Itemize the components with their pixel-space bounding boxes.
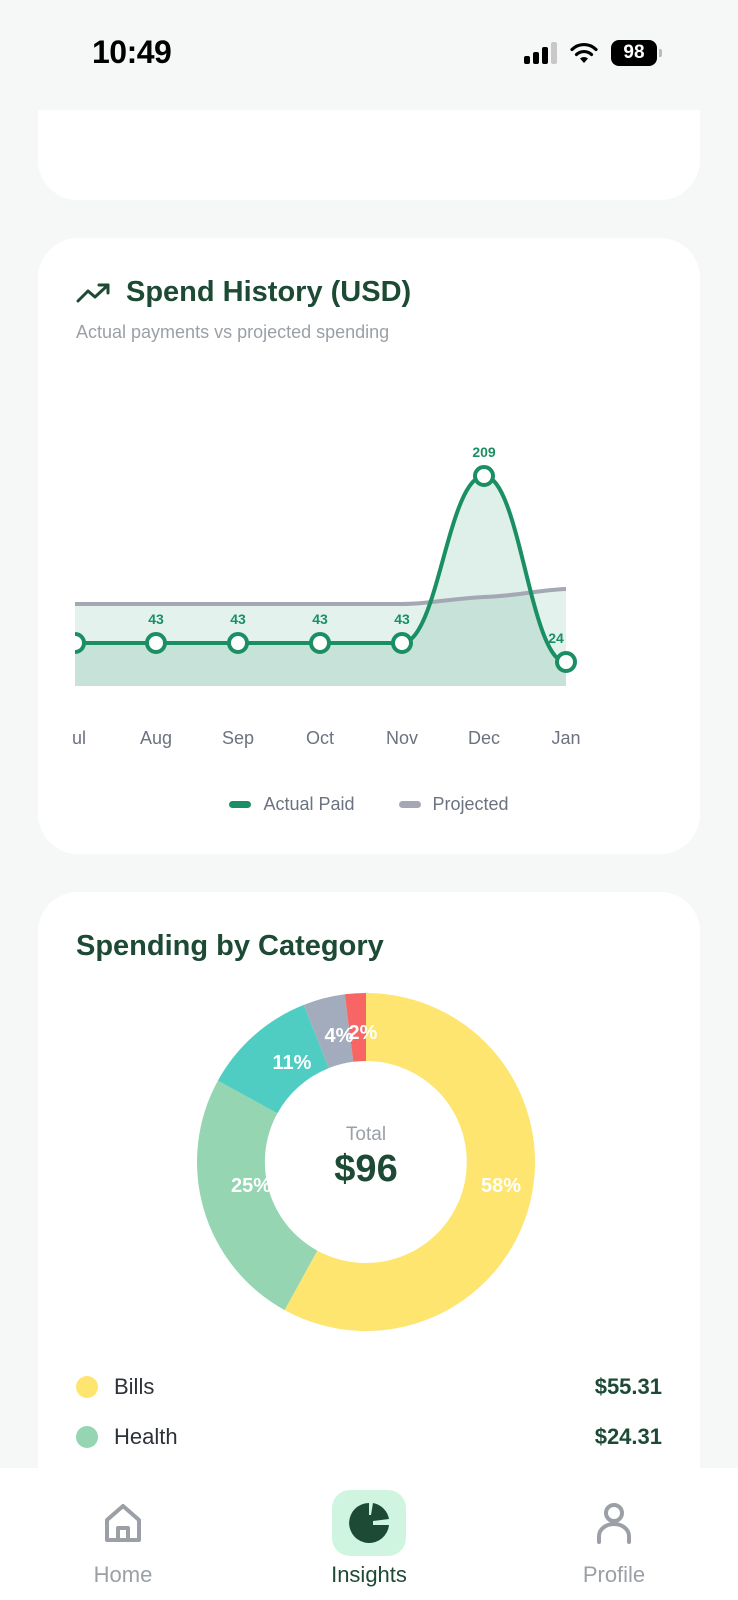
spend-history-header: Spend History (USD) [76,276,411,309]
slice-label-red: 2% [349,1022,378,1044]
slice-label-teal: 11% [273,1052,312,1074]
tab-insights[interactable]: Insights [309,1468,429,1588]
data-label-sep: 43 [230,611,246,627]
data-label-dec: 209 [472,444,496,460]
donut-center: Total $96 [196,992,536,1332]
total-value: $96 [334,1147,398,1190]
category-amount: $55.31 [594,1374,662,1399]
battery-level: 98 [611,40,657,66]
x-tick-nov: Nov [385,728,419,748]
pie-chart-icon [349,1503,389,1543]
tab-profile[interactable]: Profile [554,1468,674,1588]
category-title: Spending by Category [76,930,384,962]
category-name: Health [114,1424,178,1449]
x-tick-sep: Sep [221,728,255,748]
data-label-aug: 43 [148,611,164,627]
slice-red[interactable] [344,992,366,1062]
x-tick-oct: Oct [305,728,335,748]
data-label-nov: 43 [394,611,410,627]
wifi-icon [570,42,598,63]
trending-up-icon [76,283,110,302]
slice-label-bills: 58% [481,1175,521,1197]
data-point-jul[interactable] [66,632,86,654]
category-amount: $24.31 [594,1424,662,1449]
data-point-jan[interactable] [555,651,577,673]
total-label: Total [345,1123,387,1145]
legend-swatch-projected [398,801,421,808]
legend-actual-paid[interactable]: Actual Paid [229,794,355,815]
category-row-bills[interactable]: Bills $55.31 [76,1362,662,1412]
category-row-health[interactable]: Health $24.31 [76,1412,662,1462]
spend-history-chart[interactable]: 43 43 43 43 209 24 [38,238,700,718]
tab-home-label: Home [93,1562,153,1587]
category-dot [76,1376,98,1398]
tab-profile-label: Profile [582,1562,646,1587]
chart-legend: Actual Paid Projected [38,794,700,815]
spend-history-subtitle: Actual payments vs projected spending [76,322,390,342]
slice-bills[interactable] [284,993,536,1332]
bottom-tab-bar: Home Insights Profile [0,1468,738,1600]
slice-health[interactable] [197,1080,318,1311]
data-label-oct: 43 [312,611,328,627]
data-point-aug[interactable] [145,632,167,654]
signal-icon [524,42,557,64]
x-tick-aug: Aug [139,728,173,748]
category-list: Bills $55.31 Health $24.31 [76,1362,662,1462]
tab-insights-label: Insights [331,1562,407,1587]
legend-projected[interactable]: Projected [398,794,509,815]
spend-history-card: Spend History (USD) Actual payments vs p… [38,238,700,854]
battery-icon: 98 [611,40,662,66]
slice-label-gray: 4% [325,1025,354,1047]
projected-line [75,587,567,606]
tab-home[interactable]: Home [63,1468,183,1588]
category-dot [76,1426,98,1448]
data-point-oct[interactable] [309,632,331,654]
data-point-sep[interactable] [227,632,249,654]
status-icons: 98 [524,40,662,66]
x-tick-jan: Jan [551,728,581,748]
data-label-jan: 24 [548,630,564,646]
data-point-dec[interactable] [473,465,495,487]
category-name: Bills [114,1374,155,1399]
x-tick-jul: ul [71,728,87,748]
previous-card [38,110,700,200]
legend-swatch-actual [229,801,252,808]
status-time: 10:49 [92,34,172,70]
legend-label-actual: Actual Paid [263,794,355,814]
slice-teal[interactable] [217,1004,329,1114]
slice-label-health: 25% [231,1175,271,1197]
user-icon [597,1503,631,1544]
status-bar: 10:49 98 [0,0,738,108]
slice-gray[interactable] [303,994,354,1069]
home-icon [105,1504,141,1542]
data-point-nov[interactable] [391,632,413,654]
legend-label-projected: Projected [432,794,509,814]
x-axis: ul Aug Sep Oct Nov Dec Jan [38,728,700,752]
x-tick-dec: Dec [467,728,501,748]
actual-area [75,476,566,686]
category-donut-chart[interactable]: 58% 25% 11% 4% 2% Total $96 [196,992,536,1332]
spend-history-title: Spend History (USD) [126,276,412,308]
